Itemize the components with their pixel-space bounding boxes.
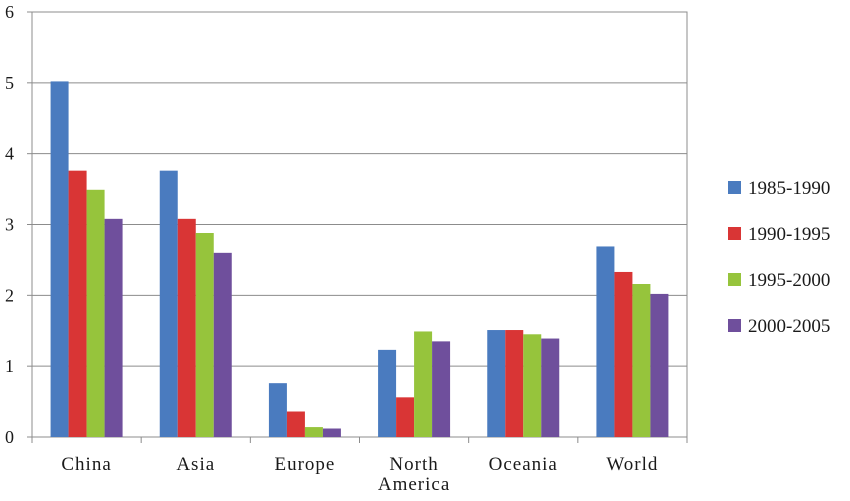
bar [396, 397, 415, 437]
legend-swatch [728, 273, 741, 286]
y-tick-label: 6 [5, 2, 14, 22]
bar [614, 271, 633, 437]
bar [487, 330, 506, 437]
bar [159, 170, 178, 437]
y-tick-label: 1 [5, 356, 14, 376]
category-label: Europe [274, 454, 335, 475]
bar [104, 218, 123, 437]
bar [50, 81, 69, 438]
legend-label: 2000-2005 [748, 316, 830, 337]
y-tick-label: 5 [5, 73, 14, 93]
legend-label: 1995-2000 [748, 270, 830, 291]
bar [541, 338, 560, 437]
axes [27, 11, 688, 443]
category-label: America [378, 474, 450, 495]
bar [304, 427, 323, 437]
legend-label: 1990-1995 [748, 224, 830, 245]
y-tick-label: 3 [5, 215, 14, 235]
bar [286, 411, 305, 437]
y-tick-labels: 0 1 2 3 4 5 6 [5, 2, 14, 447]
category-label: Oceania [489, 454, 558, 475]
legend-label: 1985-1990 [748, 178, 830, 199]
y-tick-label: 2 [5, 285, 14, 305]
bar [632, 284, 651, 437]
bar [523, 334, 542, 437]
category-label: World [606, 454, 658, 475]
bar [414, 331, 433, 437]
legend: 1985-1990 1990-1995 1995-2000 2000-2005 [728, 178, 830, 337]
bar [268, 383, 287, 437]
bars [50, 81, 669, 438]
legend-swatch [728, 181, 741, 194]
category-label: China [61, 454, 111, 475]
bar [596, 246, 615, 437]
bar [195, 233, 214, 437]
bar [322, 428, 341, 437]
bar [505, 330, 524, 437]
y-tick-label: 4 [5, 144, 14, 164]
bar [213, 252, 232, 437]
legend-swatch [728, 227, 741, 240]
y-tick-label: 0 [5, 427, 14, 447]
bar [177, 218, 196, 437]
legend-swatch [728, 319, 741, 332]
gridlines [32, 82, 687, 367]
category-label: Asia [176, 454, 215, 475]
category-label: North [389, 454, 438, 475]
bar [378, 349, 397, 437]
bar [68, 170, 87, 437]
bar [432, 341, 451, 437]
bar [86, 189, 105, 437]
bar [650, 293, 669, 437]
